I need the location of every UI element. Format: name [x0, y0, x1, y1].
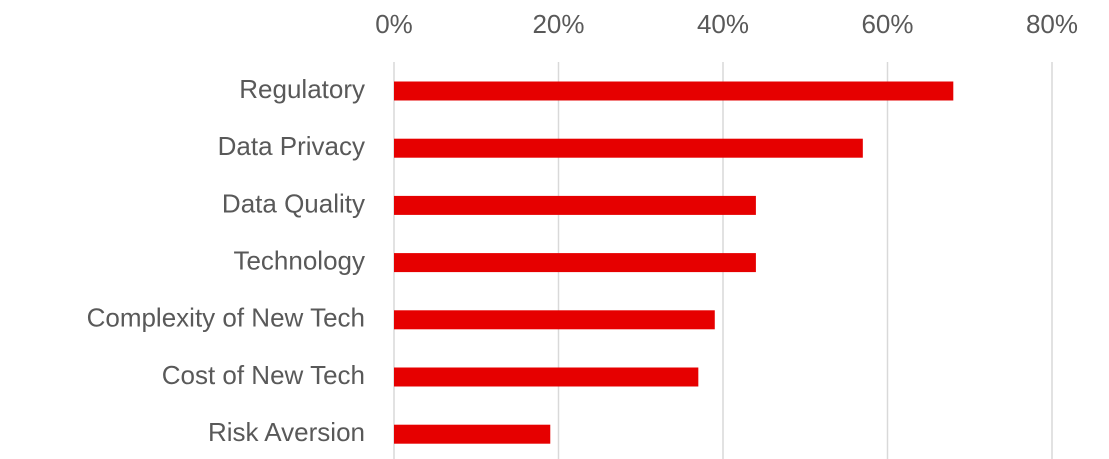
y-tick-label: Data Quality: [222, 188, 365, 218]
bar: [394, 253, 756, 273]
y-tick-label: Technology: [233, 245, 365, 275]
y-tick-label: Data Privacy: [218, 131, 365, 161]
x-tick-label: 0%: [375, 9, 413, 39]
bar: [394, 367, 699, 387]
bar: [394, 81, 954, 101]
bar: [394, 195, 756, 215]
y-tick-label: Cost of New Tech: [162, 360, 365, 390]
x-tick-label: 20%: [532, 9, 584, 39]
y-tick-label: Complexity of New Tech: [87, 303, 365, 333]
x-tick-label: 40%: [697, 9, 749, 39]
y-tick-label: Risk Aversion: [208, 417, 365, 447]
y-tick-label: Regulatory: [239, 74, 365, 104]
bar: [394, 138, 863, 158]
bar: [394, 424, 551, 444]
bar: [394, 310, 715, 330]
x-tick-label: 60%: [861, 9, 913, 39]
x-tick-label: 80%: [1026, 9, 1078, 39]
